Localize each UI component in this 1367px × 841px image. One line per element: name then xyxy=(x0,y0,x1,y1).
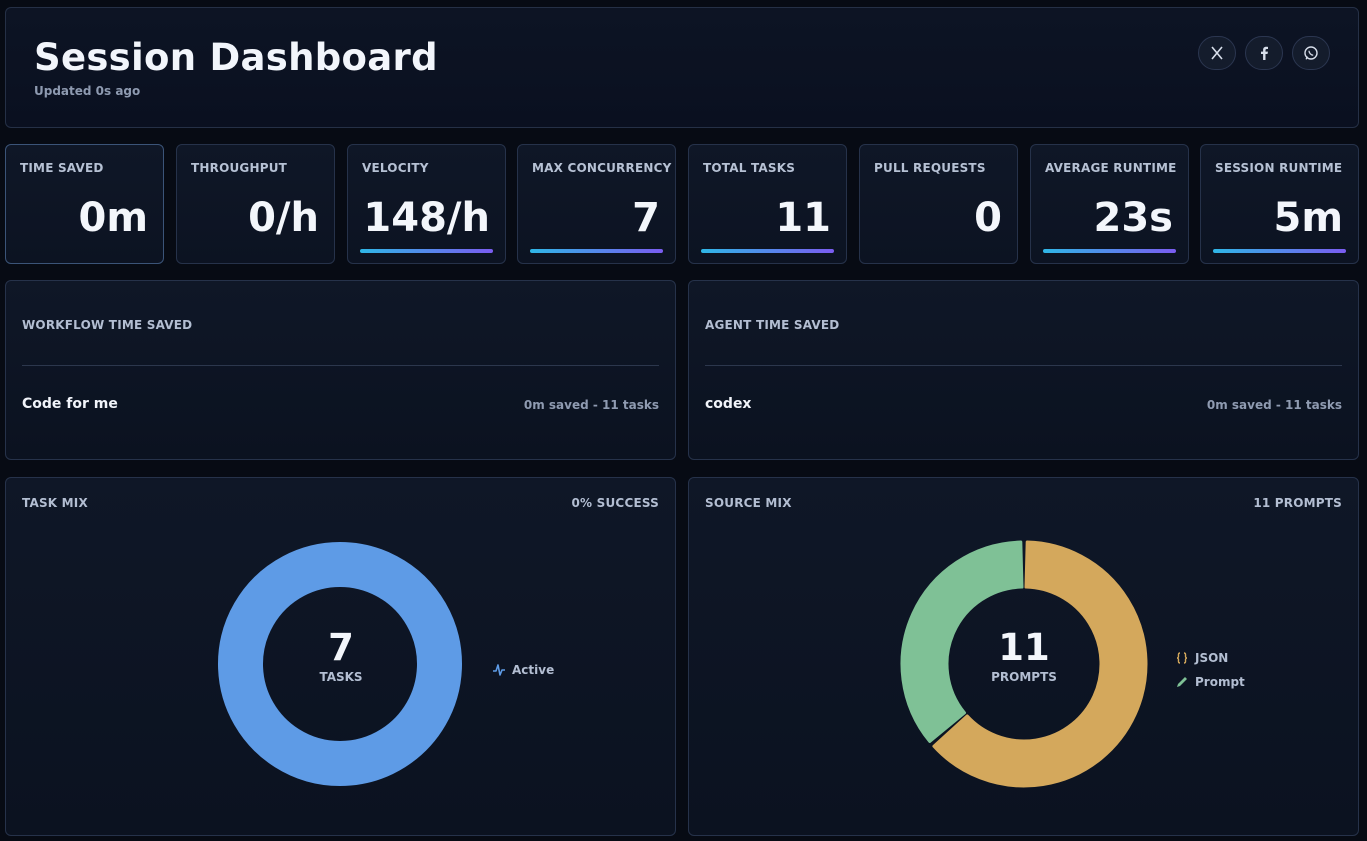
stat-value: 11 xyxy=(775,195,831,241)
task-mix-donut-chart xyxy=(218,542,462,786)
stat-value: 148/h xyxy=(363,195,490,241)
stat-card-total-tasks: TOTAL TASKS 11 xyxy=(688,144,847,264)
agent-name: codex xyxy=(705,396,752,412)
share-x-button[interactable] xyxy=(1198,36,1236,70)
workflow-time-saved-panel: WORKFLOW TIME SAVED Code for me 0m saved… xyxy=(5,280,676,460)
stat-value: 0/h xyxy=(248,195,319,241)
stat-value: 0m xyxy=(78,195,148,241)
source-mix-legend: JSON Prompt xyxy=(1175,646,1245,694)
braces-icon xyxy=(1176,652,1188,664)
success-rate: 0% SUCCESS xyxy=(571,496,659,510)
share-whatsapp-button[interactable] xyxy=(1292,36,1330,70)
divider xyxy=(705,365,1342,366)
legend-item-prompt: Prompt xyxy=(1175,670,1245,694)
share-facebook-button[interactable] xyxy=(1245,36,1283,70)
legend-item-json: JSON xyxy=(1175,646,1245,670)
workflow-name: Code for me xyxy=(22,396,118,412)
stat-accent-bar xyxy=(1213,249,1346,253)
agent-time-saved-panel: AGENT TIME SAVED codex 0m saved - 11 tas… xyxy=(688,280,1359,460)
panel-title: TASK MIX xyxy=(22,496,88,510)
donut-slice-json xyxy=(932,540,1148,788)
stat-label: TIME SAVED xyxy=(20,161,104,175)
stat-card-average-runtime: AVERAGE RUNTIME 23s xyxy=(1030,144,1189,264)
donut-center: 11 PROMPTS xyxy=(944,626,1104,685)
task-mix-panel: TASK MIX 0% SUCCESS 7 TASKS Active xyxy=(5,477,676,836)
stat-label: SESSION RUNTIME xyxy=(1215,161,1343,175)
updated-timestamp: Updated 0s ago xyxy=(34,84,141,98)
page-title: Session Dashboard xyxy=(34,36,438,79)
stat-value: 5m xyxy=(1273,195,1343,241)
task-count-label: TASKS xyxy=(319,670,363,684)
stat-card-pull-requests: PULL REQUESTS 0 xyxy=(859,144,1018,264)
pencil-icon xyxy=(1177,677,1187,687)
stat-card-throughput: THROUGHPUT 0/h xyxy=(176,144,335,264)
dashboard-header: Session Dashboard Updated 0s ago xyxy=(5,7,1359,128)
stat-label: PULL REQUESTS xyxy=(874,161,986,175)
prompt-count-label: 11 PROMPTS xyxy=(1253,496,1342,510)
stats-row: TIME SAVED 0m THROUGHPUT 0/h VELOCITY 14… xyxy=(5,144,1359,264)
stat-card-max-concurrency: MAX CONCURRENCY 7 xyxy=(517,144,676,264)
prompt-count-label: PROMPTS xyxy=(991,670,1057,684)
legend-label: Prompt xyxy=(1195,675,1245,689)
stat-label: VELOCITY xyxy=(362,161,429,175)
share-buttons xyxy=(1198,36,1330,70)
legend-label: Active xyxy=(512,663,555,677)
donut-slice-prompt xyxy=(900,540,1024,743)
donut-center: 7 TASKS xyxy=(261,626,421,685)
stat-value: 7 xyxy=(632,195,660,241)
stat-card-velocity: VELOCITY 148/h xyxy=(347,144,506,264)
stat-card-time-saved: TIME SAVED 0m xyxy=(5,144,164,264)
task-mix-legend: Active xyxy=(492,658,554,682)
legend-item-active: Active xyxy=(492,658,554,682)
stat-label: MAX CONCURRENCY xyxy=(532,161,672,175)
donut-slice-active xyxy=(218,542,462,786)
task-count: 7 xyxy=(328,626,354,669)
activity-icon xyxy=(493,664,505,676)
stat-card-session-runtime: SESSION RUNTIME 5m xyxy=(1200,144,1359,264)
stat-label: THROUGHPUT xyxy=(191,161,288,175)
stat-label: AVERAGE RUNTIME xyxy=(1045,161,1177,175)
stat-accent-bar xyxy=(530,249,663,253)
stat-value: 0 xyxy=(974,195,1002,241)
stat-accent-bar xyxy=(1043,249,1176,253)
stat-accent-bar xyxy=(701,249,834,253)
agent-saved-meta: 0m saved - 11 tasks xyxy=(1206,398,1342,412)
prompt-count: 11 xyxy=(998,626,1050,669)
panel-title: SOURCE MIX xyxy=(705,496,792,510)
panel-title: AGENT TIME SAVED xyxy=(705,318,840,332)
source-mix-donut-chart xyxy=(900,540,1148,788)
workflow-saved-meta: 0m saved - 11 tasks xyxy=(523,398,659,412)
stat-accent-bar xyxy=(360,249,493,253)
stat-label: TOTAL TASKS xyxy=(703,161,796,175)
stat-value: 23s xyxy=(1093,195,1173,241)
whatsapp-icon xyxy=(1304,46,1318,60)
panel-title: WORKFLOW TIME SAVED xyxy=(22,318,193,332)
source-mix-panel: SOURCE MIX 11 PROMPTS 11 PROMPTS JSON Pr… xyxy=(688,477,1359,836)
facebook-icon xyxy=(1261,46,1268,60)
legend-label: JSON xyxy=(1195,651,1229,665)
divider xyxy=(22,365,659,366)
x-icon xyxy=(1211,46,1223,60)
